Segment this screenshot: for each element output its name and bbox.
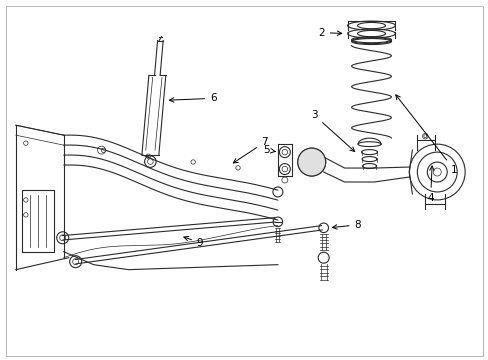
Text: 1: 1 — [395, 95, 457, 175]
Text: 3: 3 — [310, 110, 354, 152]
Text: 6: 6 — [169, 93, 216, 103]
Text: 8: 8 — [332, 220, 361, 230]
Text: 9: 9 — [183, 237, 203, 248]
Text: 2: 2 — [317, 28, 341, 37]
Text: 7: 7 — [233, 137, 268, 163]
Circle shape — [297, 148, 325, 176]
Text: 4: 4 — [427, 166, 433, 203]
Text: 5: 5 — [263, 145, 275, 155]
